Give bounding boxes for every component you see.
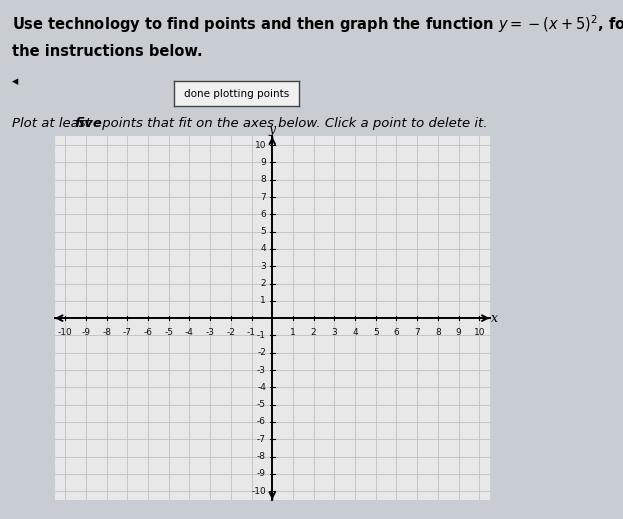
Text: -1: -1 xyxy=(257,331,266,340)
Text: -5: -5 xyxy=(257,400,266,409)
Text: 6: 6 xyxy=(260,210,266,219)
Text: 2: 2 xyxy=(260,279,266,288)
Text: 2: 2 xyxy=(311,327,316,337)
Text: 4: 4 xyxy=(260,244,266,253)
Text: 5: 5 xyxy=(260,227,266,236)
Text: 8: 8 xyxy=(260,175,266,184)
Text: -5: -5 xyxy=(164,327,173,337)
Text: -10: -10 xyxy=(251,487,266,496)
Text: -8: -8 xyxy=(102,327,111,337)
Text: 9: 9 xyxy=(260,158,266,167)
Text: -7: -7 xyxy=(257,435,266,444)
Text: the instructions below.: the instructions below. xyxy=(12,44,203,59)
Text: -7: -7 xyxy=(123,327,132,337)
Text: 7: 7 xyxy=(414,327,420,337)
Text: x: x xyxy=(491,311,498,325)
Text: 7: 7 xyxy=(260,193,266,201)
Text: 9: 9 xyxy=(456,327,462,337)
Text: -6: -6 xyxy=(143,327,153,337)
Text: 5: 5 xyxy=(373,327,379,337)
Text: -2: -2 xyxy=(257,348,266,357)
Text: -8: -8 xyxy=(257,452,266,461)
Text: Use technology to find points and then graph the function $y = -(x + 5)^2$, foll: Use technology to find points and then g… xyxy=(12,13,623,35)
Text: -3: -3 xyxy=(257,365,266,375)
Text: ◂: ◂ xyxy=(12,75,19,88)
Text: 10: 10 xyxy=(473,327,485,337)
Text: Plot at least: Plot at least xyxy=(12,117,95,130)
Text: 1: 1 xyxy=(290,327,296,337)
Text: 10: 10 xyxy=(255,141,266,149)
Text: five: five xyxy=(75,117,102,130)
Text: -9: -9 xyxy=(82,327,90,337)
Text: -2: -2 xyxy=(226,327,235,337)
Text: 6: 6 xyxy=(394,327,399,337)
Text: points that fit on the axes below. Click a point to delete it.: points that fit on the axes below. Click… xyxy=(98,117,487,130)
Text: 1: 1 xyxy=(260,296,266,305)
Text: 3: 3 xyxy=(260,262,266,271)
Text: y: y xyxy=(269,122,276,135)
Text: -4: -4 xyxy=(185,327,194,337)
Text: 8: 8 xyxy=(435,327,441,337)
Text: 4: 4 xyxy=(352,327,358,337)
Text: -6: -6 xyxy=(257,417,266,427)
Text: -3: -3 xyxy=(206,327,215,337)
Text: -4: -4 xyxy=(257,383,266,392)
Text: -10: -10 xyxy=(58,327,72,337)
Text: -1: -1 xyxy=(247,327,256,337)
Text: 3: 3 xyxy=(331,327,337,337)
Text: -9: -9 xyxy=(257,469,266,479)
Text: done plotting points: done plotting points xyxy=(184,89,289,99)
